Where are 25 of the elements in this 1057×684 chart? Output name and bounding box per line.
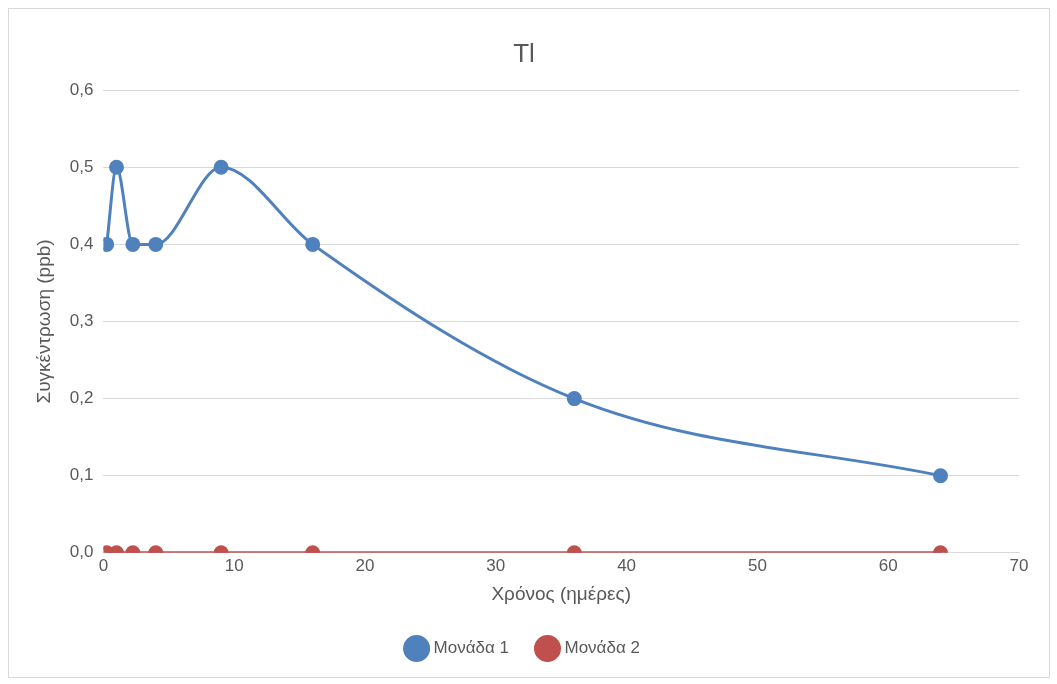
x-tick-label: 40 (617, 555, 637, 575)
x-tick-label: 30 (486, 555, 506, 575)
point (305, 236, 321, 252)
chart-title: Tl (513, 37, 535, 68)
x-tick-label: 70 (1009, 555, 1029, 575)
point (109, 159, 125, 175)
point (148, 236, 164, 252)
x-tick-label: 50 (747, 555, 767, 575)
y-tick-label: 0,3 (69, 311, 94, 331)
x-tick-label: 0 (98, 555, 109, 575)
y-tick-label: 0,4 (69, 234, 94, 254)
legend-label: Μονάδα 2 (564, 638, 640, 658)
y-tick-label: 0,2 (69, 388, 94, 408)
x-tick-label: 20 (355, 555, 375, 575)
x-tick-label: 10 (224, 555, 244, 575)
x-tick-label: 60 (878, 555, 898, 575)
y-axis-title: Συγκέντρωση (ppb) (32, 239, 54, 404)
y-tick-label: 0,6 (69, 79, 94, 99)
y-tick-label: 0,1 (69, 465, 94, 485)
point (213, 159, 229, 175)
x-axis-title: Χρόνος (ημέρες) (491, 582, 632, 604)
legend-label: Μονάδα 1 (433, 638, 510, 658)
y-tick-label: 0,0 (69, 542, 94, 562)
point (125, 236, 141, 252)
y-tick-label: 0,5 (69, 156, 94, 176)
